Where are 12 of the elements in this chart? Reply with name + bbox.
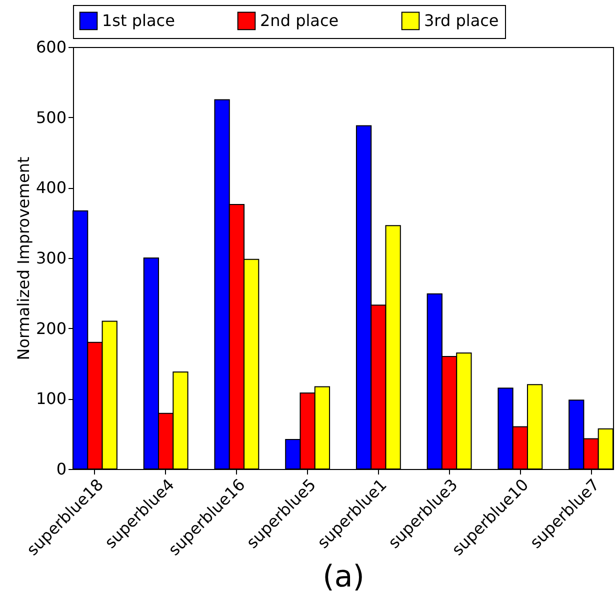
x-axis-title: (a) bbox=[322, 560, 364, 595]
legend-label: 1st place bbox=[102, 10, 175, 30]
legend-label: 3rd place bbox=[424, 10, 499, 30]
y-tick-label: 0 bbox=[56, 460, 66, 478]
y-axis-title: Normalized Improvement bbox=[14, 156, 33, 360]
y-tick-label: 300 bbox=[36, 248, 66, 268]
y-tick-label: 500 bbox=[36, 108, 66, 127]
y-tick-label: 400 bbox=[36, 178, 66, 198]
y-tick-label: 200 bbox=[36, 318, 66, 338]
y-tick-label: 100 bbox=[36, 389, 66, 408]
legend-label: 2nd place bbox=[260, 10, 339, 30]
y-tick-label: 600 bbox=[36, 38, 66, 56]
